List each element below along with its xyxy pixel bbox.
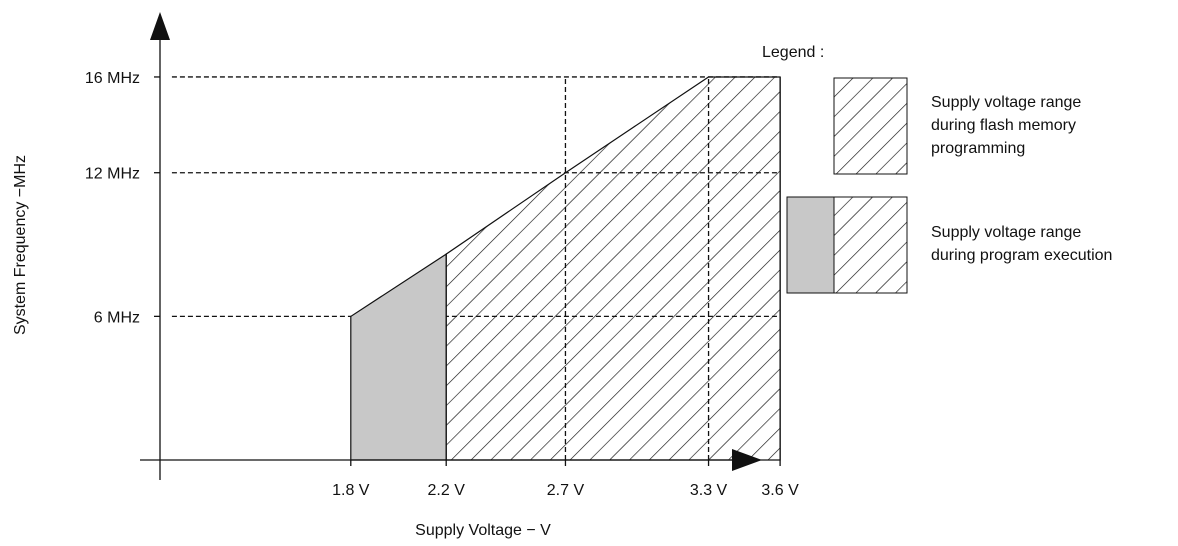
y-tick-label-16: 16 MHz [85,70,140,87]
legend-entry-exec-line-1: Supply voltage range [931,224,1081,241]
legend-entry-program-execution: Supply voltage range during program exec… [931,224,1112,264]
legend-entry-exec-line-2: during program execution [931,247,1112,264]
legend-swatch-flash-programming [833,77,908,175]
x-axis-title: Supply Voltage − V [415,522,551,539]
x-tick-label-3.6: 3.6 V [761,482,799,499]
plot-areas [350,76,781,461]
legend-entry-flash-line-2: during flash memory [931,117,1076,134]
x-tick-label-1.8: 1.8 V [332,482,370,499]
program-execution-area [350,252,447,461]
y-tick-label-6: 6 MHz [94,309,140,326]
x-tick-label-3.3: 3.3 V [690,482,728,499]
tick-labels: 1.8 V 2.2 V 2.7 V 3.3 V 3.6 V 6 MHz 12 MHz 16 M… [85,70,799,499]
x-axis-arrow [732,449,762,471]
legend: Legend : Supply voltage range during fla… [762,44,1112,294]
flash-programming-area [445,76,781,461]
y-axis-arrow [150,12,170,40]
legend-entry-flash-line-1: Supply voltage range [931,94,1081,111]
x-tick-label-2.7: 2.7 V [547,482,585,499]
axes [140,12,781,480]
legend-swatch-program-execution-gray [786,196,835,294]
y-tick-label-12: 12 MHz [85,166,140,183]
legend-title: Legend : [762,44,824,61]
x-tick-label-2.2: 2.2 V [428,482,466,499]
y-axis-title: System Frequency −MHz [12,155,29,335]
legend-entry-flash-programming: Supply voltage range during flash memory… [931,94,1086,157]
legend-entry-flash-line-3: programming [931,140,1025,157]
legend-swatch-program-execution-hatched [833,196,908,294]
